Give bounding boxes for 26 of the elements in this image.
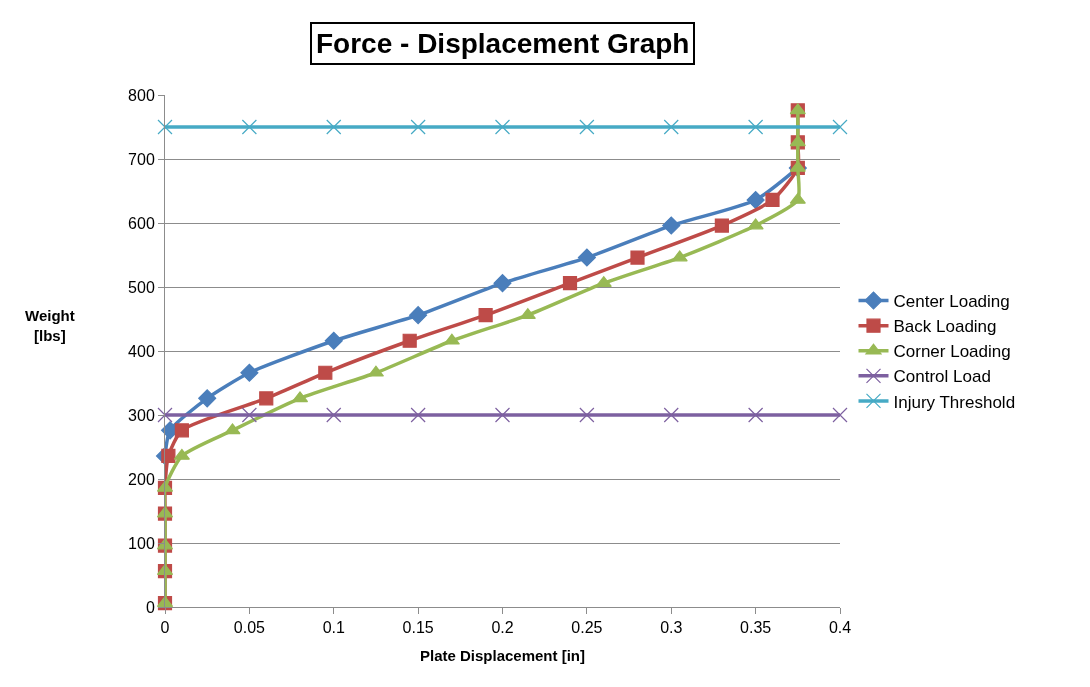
y-tick-label: 800 [128,86,155,104]
legend-label: Corner Loading [893,342,1011,362]
x-tick-label: 0 [160,619,170,637]
y-tick-label: 100 [128,534,155,552]
legend-label: Control Load [893,367,991,387]
y-tick-label: 500 [128,278,155,296]
y-axis-title: Weight [lbs] [25,307,75,344]
y-tick-label: 300 [128,406,155,424]
x-tick-label: 0.05 [233,619,266,637]
y-tick-label: 0 [145,598,155,616]
legend-label: Back Loading [893,317,997,337]
y-tick-label: 600 [128,214,155,232]
x-tick-label: 0.15 [402,619,434,637]
x-tick-label: 0.25 [571,619,603,637]
y-tick-label: 200 [128,470,155,488]
x-tick-label: 0.35 [740,619,772,637]
y-tick-label: 700 [128,150,155,168]
x-axis-title: Plate Displacement [in] [419,647,586,665]
x-tick-label: 0.3 [660,619,683,637]
y-tick-label: 400 [128,342,155,360]
x-tick-label: 0.2 [491,619,514,637]
x-tick-label: 0.1 [322,619,345,637]
chart-title: Force - Displacement Graph [316,28,690,59]
legend-label: Injury Threshold [893,392,1016,412]
x-tick-label: 0.4 [828,619,852,637]
legend-label: Center Loading [893,292,1010,312]
